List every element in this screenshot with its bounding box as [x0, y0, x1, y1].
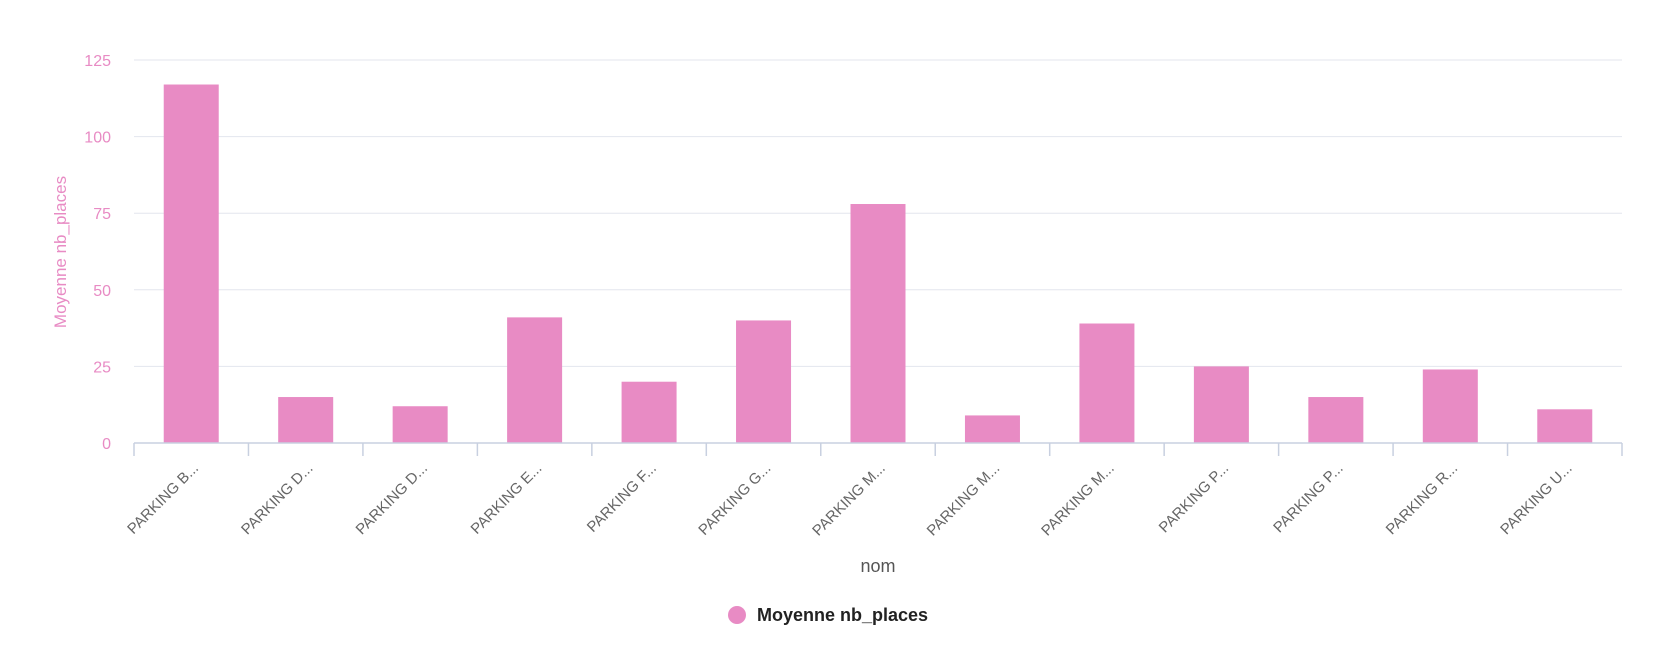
bar[interactable]	[1537, 409, 1593, 443]
y-tick-label: 0	[102, 436, 111, 453]
bar[interactable]	[392, 406, 448, 443]
bar[interactable]	[850, 204, 906, 443]
x-tick-label: PARKING M...	[809, 460, 889, 540]
bar[interactable]	[163, 84, 219, 444]
bar[interactable]	[278, 397, 334, 443]
x-tick-label: PARKING B...	[124, 460, 202, 538]
bars	[163, 84, 1593, 444]
x-tick-label: PARKING M...	[1038, 460, 1118, 540]
x-tick-label: PARKING G...	[695, 460, 774, 539]
y-tick-label: 100	[84, 130, 111, 147]
x-tick-label: PARKING D...	[353, 460, 431, 538]
x-tick-label: PARKING D...	[238, 460, 316, 538]
x-tick-label: PARKING M...	[924, 460, 1004, 540]
bar[interactable]	[621, 381, 677, 443]
y-axis-title: Moyenne nb_places	[51, 176, 70, 328]
x-tick-label: PARKING P...	[1270, 460, 1346, 536]
bar[interactable]	[1079, 323, 1135, 443]
bar[interactable]	[964, 415, 1020, 443]
y-tick-label: 25	[93, 359, 111, 376]
legend-marker	[728, 606, 746, 624]
legend-label[interactable]: Moyenne nb_places	[757, 605, 928, 625]
y-tick-label: 125	[84, 53, 111, 70]
y-axis-ticks: 0 25 50 75 100 125	[84, 53, 111, 453]
bar[interactable]	[736, 320, 792, 443]
x-tick-label: PARKING F...	[584, 460, 660, 536]
x-axis-title: nom	[860, 556, 895, 576]
bar[interactable]	[1308, 397, 1364, 443]
bar[interactable]	[507, 317, 563, 443]
x-tick-label: PARKING E...	[468, 460, 546, 538]
x-axis	[133, 442, 1623, 456]
legend[interactable]: Moyenne nb_places	[728, 605, 928, 625]
x-tick-label: PARKING P...	[1156, 460, 1232, 536]
y-tick-label: 50	[93, 283, 111, 300]
x-tick-label: PARKING U...	[1497, 460, 1575, 538]
y-tick-label: 75	[93, 206, 111, 223]
x-axis-ticks: PARKING B... PARKING D... PARKING D... PARK…	[124, 460, 1575, 540]
bar[interactable]	[1193, 366, 1249, 443]
bar[interactable]	[1422, 369, 1478, 443]
x-tick-label: PARKING R...	[1383, 460, 1461, 538]
